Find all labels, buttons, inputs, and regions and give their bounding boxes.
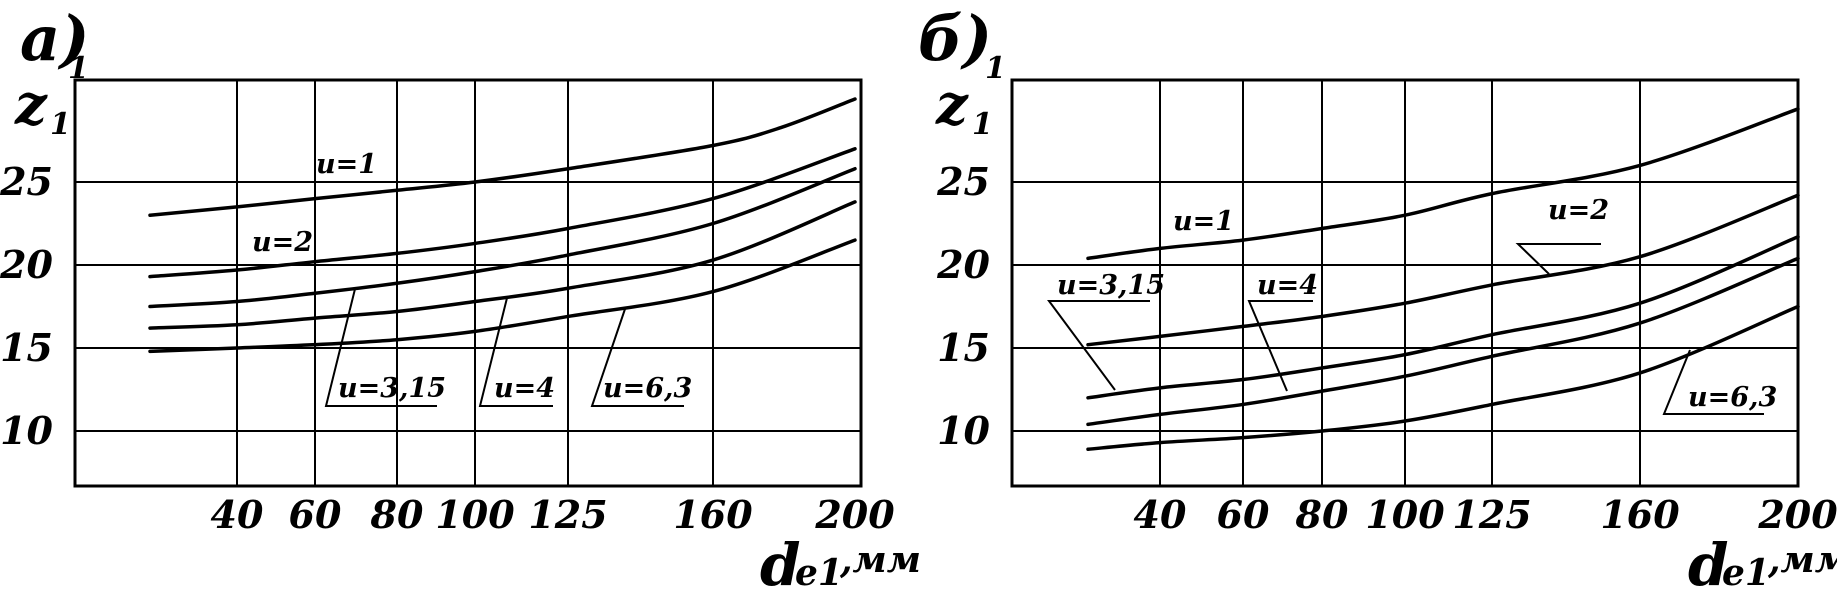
panel-a-leader-u315 <box>324 288 437 407</box>
panel-a-label: а) <box>20 2 90 75</box>
y-tick-label-20: 20 <box>936 242 990 287</box>
panel-a-y-axis-label: z <box>14 72 48 138</box>
panel-b-label-subscript: 1 <box>985 51 1006 86</box>
panel-b-label: б) <box>918 2 992 75</box>
panel-a-leader-u63 <box>590 308 684 407</box>
x-tick-label-80: 80 <box>1295 492 1349 537</box>
panel-a-leader-u4 <box>478 297 553 407</box>
panel-b-y-axis-label-subscript: 1 <box>972 107 993 142</box>
panel-a-x-axis-label-subscript: e1 <box>795 552 843 594</box>
panel-b-y-ticks: 10 15 20 25 <box>936 159 990 453</box>
y-tick-label-10: 10 <box>937 408 990 453</box>
panel-b-x-axis-label-subscript: e1 <box>1722 552 1770 594</box>
panel-a: 40 60 80 100 125 160 200 10 15 20 25 а) 1 z 1 d e… <box>0 2 921 596</box>
series-line-u-3-15 <box>148 166 857 309</box>
x-tick-label-60: 60 <box>1217 492 1270 537</box>
panel-a-label-u4: u=4 <box>494 373 555 404</box>
panel-a-label-u63: u=6,3 <box>603 373 692 404</box>
panel-b-label-u1: u=1 <box>1173 206 1234 237</box>
x-tick-label-125: 125 <box>528 492 607 537</box>
x-tick-label-125: 125 <box>1452 492 1531 537</box>
panel-a-label-u315: u=3,15 <box>338 373 446 404</box>
panel-a-x-ticks: 40 60 80 100 125 160 200 <box>211 492 896 537</box>
panel-a-y-ticks: 10 15 20 25 <box>0 159 54 453</box>
panel-a-x-axis-unit: ,мм <box>839 539 921 581</box>
series-line-u-1 <box>148 97 857 217</box>
panel-b-y-axis-label: z <box>935 72 969 138</box>
panel-b-leader-u2 <box>1515 243 1601 275</box>
panel-b-x-axis-unit: ,мм <box>1767 539 1837 581</box>
x-tick-label-80: 80 <box>370 492 424 537</box>
series-line-u-2 <box>1086 193 1800 347</box>
y-tick-label-20: 20 <box>0 242 54 287</box>
panel-a-label-u2: u=2 <box>252 227 313 258</box>
series-line-u-3-15 <box>1086 235 1800 400</box>
panel-a-label-subscript: 1 <box>68 51 89 86</box>
series-line-u-6-3 <box>1086 304 1800 452</box>
x-tick-label-100: 100 <box>1365 492 1445 537</box>
y-tick-label-25: 25 <box>0 159 53 204</box>
x-tick-label-100: 100 <box>435 492 515 537</box>
panel-b-label-u4: u=4 <box>1257 270 1318 301</box>
series-line-u-2 <box>148 147 857 279</box>
panel-b-leader-u63 <box>1662 349 1764 415</box>
series-line-u-6-3 <box>148 238 857 354</box>
series-line-u-1 <box>1086 107 1800 261</box>
panel-a-label-u1: u=1 <box>316 149 377 180</box>
y-tick-label-25: 25 <box>936 159 990 204</box>
x-tick-label-60: 60 <box>289 492 342 537</box>
panel-b-leader-lines <box>1047 243 1764 415</box>
panel-b-curves <box>1086 107 1800 452</box>
x-tick-label-200: 200 <box>814 492 895 537</box>
panel-a-x-axis-label: d <box>760 531 801 596</box>
x-tick-label-160: 160 <box>673 492 753 537</box>
panel-b-leader-u315 <box>1047 300 1150 391</box>
panel-b-label-u63: u=6,3 <box>1688 382 1777 413</box>
x-tick-label-200: 200 <box>1757 492 1837 537</box>
series-line-u-4 <box>148 200 857 330</box>
panel-b-leader-u4 <box>1247 300 1313 392</box>
panel-a-curves <box>148 97 857 354</box>
series-line-u-4 <box>1086 256 1800 427</box>
x-tick-label-160: 160 <box>1600 492 1680 537</box>
panel-b-label-u315: u=3,15 <box>1057 270 1165 301</box>
panel-a-y-axis-label-subscript: 1 <box>50 107 71 142</box>
y-tick-label-15: 15 <box>937 325 990 370</box>
panel-b-x-axis-label: d <box>1688 531 1729 596</box>
x-tick-label-40: 40 <box>211 492 264 537</box>
panel-a-frame <box>73 78 863 488</box>
panel-a-leader-lines <box>324 288 684 407</box>
x-tick-label-40: 40 <box>1134 492 1187 537</box>
panel-b-label-u2: u=2 <box>1548 195 1609 226</box>
panel-b-grid <box>1012 80 1798 486</box>
y-tick-label-10: 10 <box>0 408 53 453</box>
panel-b: 40 60 80 100 125 160 200 10 15 20 25 б) 1 z 1 d e… <box>918 2 1837 596</box>
y-tick-label-15: 15 <box>0 325 53 370</box>
panel-b-x-ticks: 40 60 80 100 125 160 200 <box>1134 492 1837 537</box>
